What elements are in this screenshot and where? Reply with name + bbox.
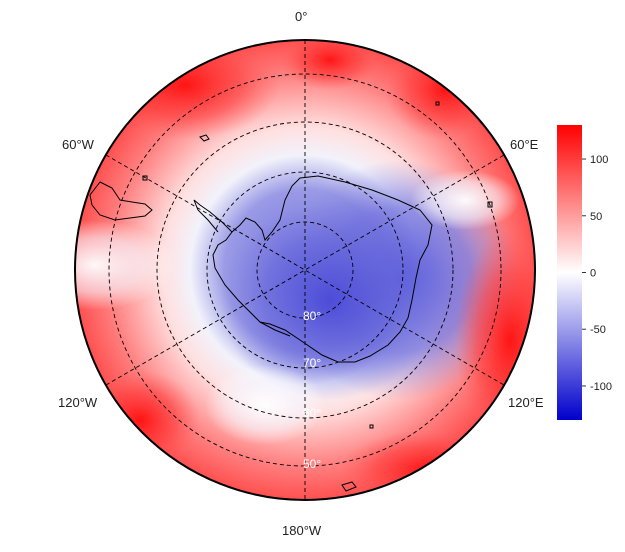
island: [142, 175, 148, 181]
data-field: [75, 40, 535, 500]
lat-label-70: 70°: [303, 356, 321, 370]
lon-label-bottom: 180°W: [282, 523, 322, 538]
island: [341, 481, 357, 492]
island: [369, 424, 374, 429]
lon-label-120e: 120°E: [508, 395, 544, 410]
lon-label-top: 0°: [295, 9, 308, 24]
lat-label-60: 60°: [303, 406, 321, 420]
island: [435, 101, 440, 106]
colorbar-tick-label: -50: [590, 324, 606, 336]
island: [487, 201, 493, 208]
lon-label-60w: 60°W: [62, 137, 94, 152]
ross-ice-shelf: [259, 321, 291, 337]
colorbar-tick-label: 100: [590, 154, 608, 166]
colorbar-tick-label: 50: [590, 211, 602, 223]
colorbar-tick-label: -100: [590, 381, 612, 393]
lat-label-50: 50°: [303, 457, 321, 471]
lon-label-60e: 60°E: [510, 137, 539, 152]
colorbar-tick-label: 0: [590, 268, 596, 280]
colorbar-ramp: [557, 125, 582, 420]
map-outline: [74, 39, 536, 501]
lat-label-80: 80°: [303, 309, 321, 323]
island: [199, 134, 210, 142]
antarctica-coastline: [212, 175, 433, 363]
lon-label-120w: 120°W: [58, 395, 98, 410]
colorbar: 100 50 0 -50 -100: [557, 125, 612, 420]
south-america-coastline: [89, 181, 153, 221]
